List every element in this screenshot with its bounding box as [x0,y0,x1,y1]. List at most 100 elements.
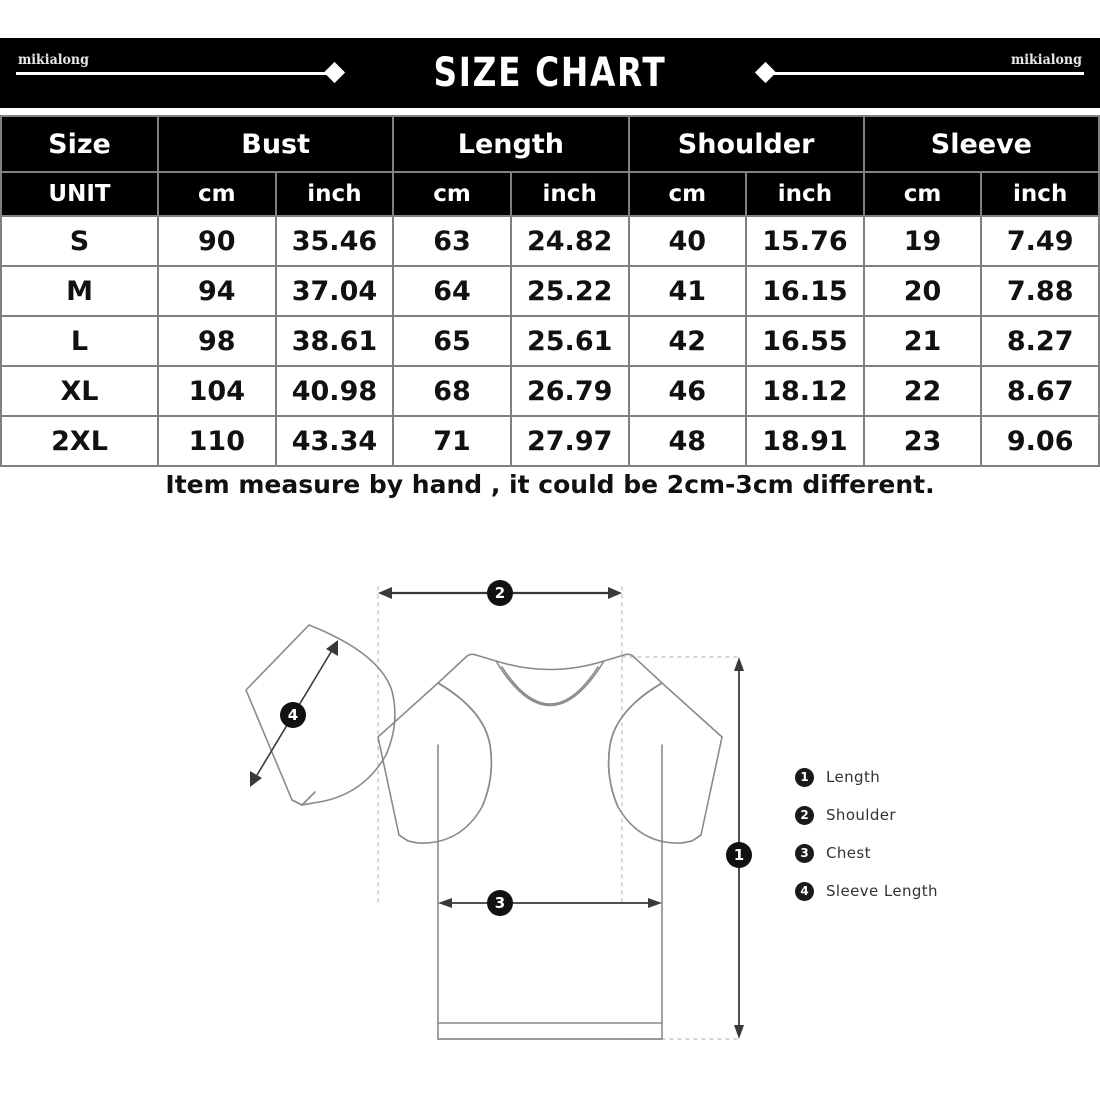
cell-bust_cm: 98 [157,315,277,367]
right-armhole [607,682,663,808]
neckline-inner [501,666,599,705]
torso-outline [437,744,663,1040]
badge-shoulder-circle [487,580,513,606]
badge-shoulder-label: 2 [495,584,505,602]
cell-sleeve_in: 9.06 [980,415,1100,467]
unit-header-shoulder-inch: inch [745,171,865,217]
cell-sleeve_cm: 23 [862,415,983,467]
cell-shoulder_in: 15.76 [745,215,865,267]
cell-length_cm: 71 [392,415,512,467]
badge-sleeve-circle [280,702,306,728]
legend-item-shoulder: 2 Shoulder [795,796,1035,834]
sleeve-arrow-head-high [326,640,338,656]
table-row: M 94 37.04 64 25.22 41 16.15 20 7.88 [0,265,1100,317]
cell-shoulder_cm: 40 [627,215,748,267]
cell-bust_cm: 94 [157,265,277,317]
cell-size: L [0,315,159,367]
sleeve-arrow-head-low [250,771,262,787]
cell-length_in: 25.22 [509,265,630,317]
chest-arrow-head-left [438,898,452,908]
cell-bust_in: 43.34 [274,415,395,467]
tshirt-diagram: 2 3 1 4 [0,545,1100,1100]
cell-length_cm: 64 [392,265,512,317]
cell-sleeve_cm: 22 [862,365,983,417]
legend-label: Chest [826,844,871,862]
cell-bust_cm: 90 [157,215,277,267]
left-sleeve-cuff [398,834,419,844]
cell-bust_in: 35.46 [274,215,395,267]
unit-header-sleeve-cm: cm [862,171,983,217]
col-header-size: Size [0,115,159,173]
neckline-outer [495,660,605,707]
badge-length-label: 1 [734,846,744,864]
legend-item-chest: 3 Chest [795,834,1035,872]
cell-size: XL [0,365,159,417]
cell-length_in: 25.61 [509,315,630,367]
cell-shoulder_in: 16.15 [745,265,865,317]
watermark-right: mikialong [1011,52,1083,68]
table-head: Size Bust Length Shoulder Sleeve UNIT cm… [0,115,1100,217]
cell-length_cm: 65 [392,315,512,367]
cell-bust_cm: 110 [157,415,277,467]
dimension-arrows [250,587,744,1039]
cell-bust_in: 38.61 [274,315,395,367]
unit-header-label: UNIT [0,171,159,217]
length-arrow-head-top [734,657,744,671]
banner-rule-right [764,72,1084,75]
cell-length_in: 27.97 [509,415,630,467]
cell-bust_cm: 104 [157,365,277,417]
cell-sleeve_in: 7.49 [980,215,1100,267]
diagram-badges: 2 3 1 4 [280,580,752,916]
cell-shoulder_cm: 48 [627,415,748,467]
legend-label: Length [826,768,881,786]
legend-label: Shoulder [826,806,896,824]
measurement-note: Item measure by hand , it could be 2cm-3… [165,470,935,499]
table-unit-header-row: UNIT cm inch cm inch cm inch cm inch [0,171,1100,217]
table-row: S 90 35.46 63 24.82 40 15.76 19 7.49 [0,215,1100,267]
table-group-header-row: Size Bust Length Shoulder Sleeve [0,115,1100,173]
right-sleeve [607,682,723,844]
banner-rule-left [16,72,336,75]
legend-item-length: 1 Length [795,758,1035,796]
length-arrow-head-bottom [734,1025,744,1039]
legend-badge-icon: 2 [795,805,814,825]
badge-chest-circle [487,890,513,916]
unit-header-bust-cm: cm [157,171,277,217]
cell-length_in: 26.79 [509,365,630,417]
size-chart-banner: SIZE CHART mikialong mikialong [0,38,1100,108]
badge-chest-label: 3 [495,894,505,912]
cell-size: M [0,265,159,317]
unit-header-sleeve-inch: inch [980,171,1100,217]
cell-length_in: 24.82 [509,215,630,267]
left-armhole [437,682,493,808]
cell-shoulder_in: 16.55 [745,315,865,367]
watermark-left: mikialong [17,52,89,68]
legend-item-sleeve-length: 4 Sleeve Length [795,872,1035,910]
unit-header-length-inch: inch [509,171,630,217]
cell-shoulder_in: 18.91 [745,415,865,467]
cell-bust_in: 40.98 [274,365,395,417]
shoulder-arrow-head-right [608,587,622,599]
cell-shoulder_in: 18.12 [745,365,865,417]
table-row: 2XL 110 43.34 71 27.97 48 18.91 23 9.06 [0,415,1100,467]
shoulder-arrow-head-left [378,587,392,599]
page-title: SIZE CHART [433,50,667,96]
cell-size: S [0,215,159,267]
size-chart-table: Size Bust Length Shoulder Sleeve UNIT cm… [0,115,1100,467]
badge-length-circle [726,842,752,868]
table-row: L 98 38.61 65 25.61 42 16.55 21 8.27 [0,315,1100,367]
diagram-legend: 1 Length 2 Shoulder 3 Chest 4 Sleeve Length [795,758,1035,910]
unit-header-bust-inch: inch [274,171,395,217]
col-header-bust: Bust [156,115,395,173]
cell-sleeve_cm: 20 [862,265,983,317]
legend-badge-icon: 3 [795,843,814,863]
table-data-rows: S 90 35.46 63 24.82 40 15.76 19 7.49 M 94 37.04 64 25… [0,215,1100,467]
table-row: XL 104 40.98 68 26.79 46 18.12 22 8.67 [0,365,1100,417]
cell-size: 2XL [0,415,159,467]
shoulder-seam-line [437,653,663,684]
cell-sleeve_in: 7.88 [980,265,1100,317]
col-header-shoulder: Shoulder [627,115,865,173]
cell-sleeve_in: 8.67 [980,365,1100,417]
right-sleeve-cuff [681,834,702,844]
cell-bust_in: 37.04 [274,265,395,317]
